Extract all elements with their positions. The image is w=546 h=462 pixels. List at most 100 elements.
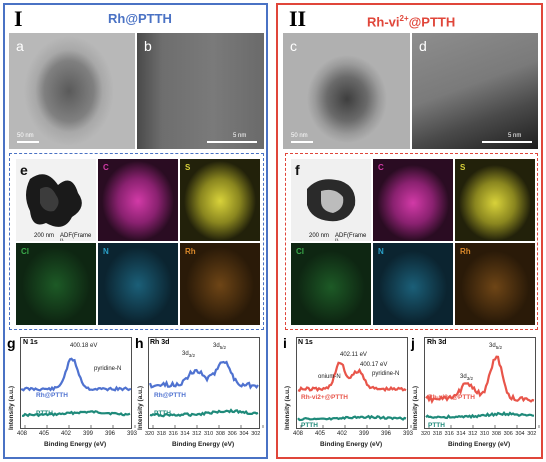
peak-sub: 3/2	[188, 353, 195, 359]
ylabel-g: Intensity (a.u.)	[8, 385, 15, 430]
plot-title-h: Rh 3d	[150, 339, 170, 346]
plot-letter-j: j	[411, 335, 415, 351]
map-label-N: N	[378, 247, 384, 256]
xlabel-h: Binding Energy (eV)	[172, 441, 235, 448]
map-label-Cl: Cl	[296, 247, 304, 256]
ref-label-h: PTTH	[154, 410, 171, 417]
xtick: 310	[204, 431, 214, 437]
title-end: @PTTH	[408, 14, 456, 30]
xtick: 306	[503, 431, 513, 437]
xps-plot-g	[20, 337, 136, 429]
panel-II-frame	[276, 3, 543, 459]
xlabel-i: Binding Energy (eV)	[320, 441, 383, 448]
xtick: 318	[156, 431, 166, 437]
panel-II-numeral: II	[289, 6, 307, 31]
tem-letter-b: b	[144, 38, 152, 54]
map-label-C: C	[378, 163, 384, 172]
sample-label-i: Rh-vi2+@PTTH	[301, 394, 348, 401]
xtick: 310	[480, 431, 490, 437]
xtick: 312	[468, 431, 478, 437]
peak-label-g: 400.18 eV	[70, 343, 98, 349]
ylabel-j: Intensity (a.u.)	[412, 385, 419, 430]
tem-image-d: d 5 nm	[412, 33, 538, 149]
eds-map-C-e: C	[98, 159, 178, 241]
tem-letter-d: d	[419, 38, 427, 54]
map-label-Rh: Rh	[185, 247, 196, 256]
tem-image-a: a 50 nm	[9, 33, 135, 149]
xtick: 396	[105, 431, 116, 437]
ref-label-g: PTTH	[36, 410, 53, 417]
xtick: 304	[515, 431, 525, 437]
xlabel-j: Binding Energy (eV)	[448, 441, 511, 448]
eds-adf-image-e: e 200 nm ADF(Frame I)	[16, 159, 96, 241]
xtick: 316	[444, 431, 454, 437]
xtick: 304	[239, 431, 249, 437]
xtick: 318	[432, 431, 442, 437]
tem-scale-d: 5 nm	[508, 133, 522, 139]
tem-scale-c: 50 nm	[291, 133, 308, 139]
sample-label-g: Rh@PTTH	[36, 392, 68, 399]
xtick: 302	[251, 431, 261, 437]
xtick: 314	[456, 431, 466, 437]
xtick: 308	[491, 431, 501, 437]
xps-plot-j	[424, 337, 540, 429]
ylabel-i: Intensity (a.u.)	[284, 385, 291, 430]
xtick: 393	[127, 431, 138, 437]
tem-image-c: c 50 nm	[283, 33, 410, 149]
eds-letter-f: f	[295, 162, 300, 178]
tem-scalebar-b	[207, 141, 257, 143]
xtick: 408	[293, 431, 304, 437]
xtick: 312	[192, 431, 202, 437]
panel-I-frame	[3, 3, 268, 459]
eds-map-N-e: N	[98, 243, 178, 325]
eds-map-S-e: S	[180, 159, 260, 241]
tem-image-b: b 5 nm	[137, 33, 264, 149]
map-label-Rh: Rh	[460, 247, 471, 256]
tem-scalebar-a	[17, 141, 39, 143]
xtick: 320	[421, 431, 431, 437]
eds-box-f	[285, 153, 538, 330]
panel-I-numeral: I	[14, 6, 23, 31]
xtick: 306	[227, 431, 237, 437]
map-label-Cl: Cl	[21, 247, 29, 256]
xlabel-g: Binding Energy (eV)	[44, 441, 107, 448]
xtick: 320	[145, 431, 155, 437]
eds-scale-e: 200 nm	[34, 233, 55, 239]
peak-label-j-52: 3d5/2	[489, 343, 502, 351]
tem-scalebar-c	[291, 141, 313, 143]
eds-map-Cl-e: Cl	[16, 243, 96, 325]
map-label-S: S	[185, 163, 191, 172]
plot-letter-i: i	[283, 335, 287, 351]
peak-sub: 5/2	[495, 345, 502, 351]
xtick: 402	[337, 431, 348, 437]
plot-title-j: Rh 3d	[427, 339, 447, 346]
ref-label-j: PTTH	[428, 422, 445, 429]
xtick: 405	[39, 431, 50, 437]
xtick: 405	[315, 431, 326, 437]
ylabel-h: Intensity (a.u.)	[137, 385, 144, 430]
plot-letter-h: h	[135, 335, 144, 351]
peak-sub: 5/2	[219, 345, 226, 351]
peak-label-h-32: 3d3/2	[182, 351, 195, 359]
sample-label-j: Rh-vi2+@PTTH	[428, 394, 475, 401]
xtick: 399	[83, 431, 94, 437]
xtick: 316	[168, 431, 178, 437]
xps-plot-h	[148, 337, 264, 429]
eds-map-Cl-f: Cl	[291, 243, 371, 325]
xtick: 396	[381, 431, 392, 437]
xtick: 402	[61, 431, 72, 437]
panel-II-title: Rh-vi2+@PTTH	[367, 12, 455, 29]
assignment-i-2: pyridine-N	[372, 371, 400, 377]
tem-scale-a: 50 nm	[17, 133, 34, 139]
eds-letter-e: e	[20, 162, 28, 178]
map-label-S: S	[460, 163, 466, 172]
ref-label-i: PTTH	[301, 422, 318, 429]
eds-caption-e: ADF(Frame I)	[60, 233, 92, 241]
tem-letter-a: a	[16, 38, 24, 54]
tem-letter-c: c	[290, 38, 297, 54]
title-sup: 2+	[399, 14, 409, 23]
xtick: 399	[359, 431, 370, 437]
eds-adf-image-f: f 200 nm ADF(Frame I)	[291, 159, 371, 241]
eds-map-Rh-f: Rh	[455, 243, 535, 325]
tem-scalebar-d	[482, 141, 532, 143]
